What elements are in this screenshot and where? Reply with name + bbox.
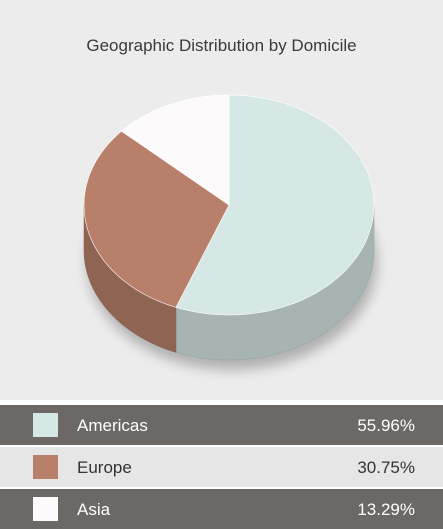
legend-row: Europe 30.75%	[0, 447, 443, 487]
pie-slice	[121, 94, 230, 206]
legend-label: Europe	[77, 458, 132, 477]
value-label: 30.75%	[357, 458, 415, 477]
chart-area: Geographic Distribution by Domicile	[0, 0, 443, 400]
pie-chart	[83, 94, 377, 370]
legend-swatch	[33, 497, 58, 521]
legend-row: Americas 55.96%	[0, 405, 443, 445]
value-label: 13.29%	[357, 500, 415, 519]
legend-swatch	[33, 413, 58, 437]
legend-swatch	[33, 455, 58, 479]
chart-title: Geographic Distribution by Domicile	[86, 36, 357, 55]
legend-label: Asia	[77, 500, 111, 519]
legend-row: Asia 13.29%	[0, 489, 443, 529]
pie-slice	[83, 130, 230, 308]
value-label: 55.96%	[357, 416, 415, 435]
legend-label: Americas	[77, 416, 148, 435]
pie-slice	[175, 94, 375, 316]
